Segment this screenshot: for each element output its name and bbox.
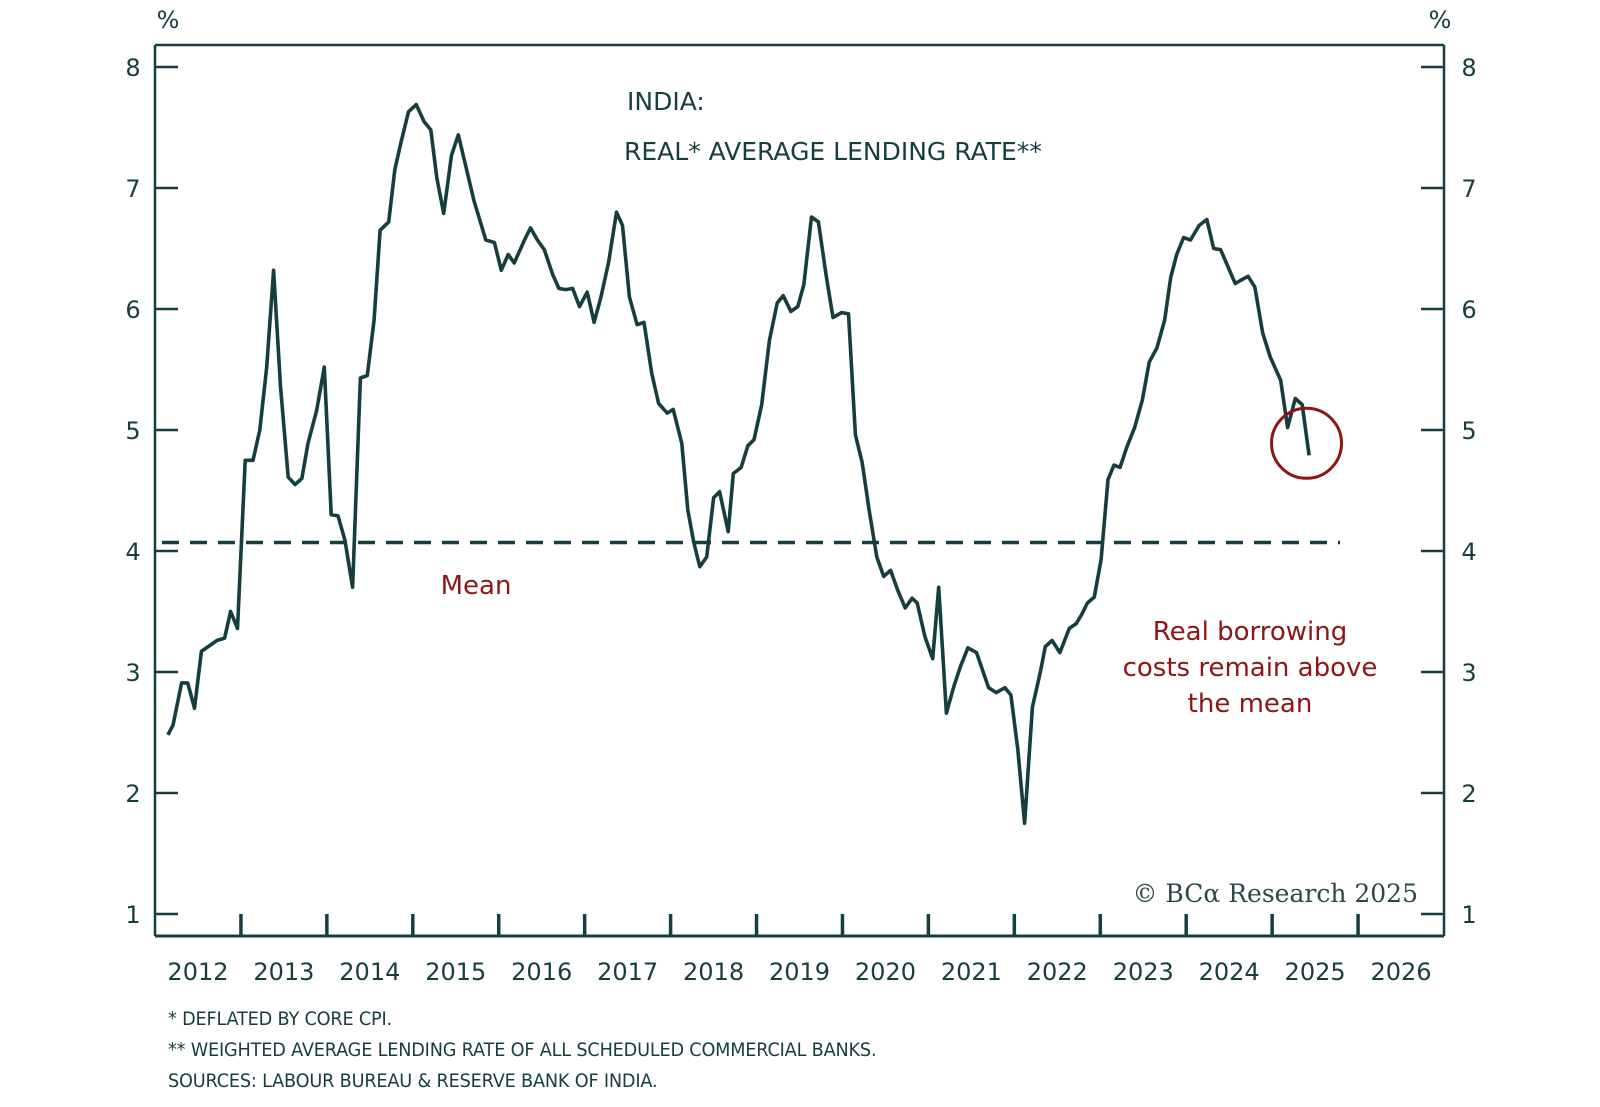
x-tick-label: 2012 [167, 958, 228, 986]
y-tick-label-left: 6 [125, 296, 140, 324]
y-tick-label-right: 5 [1461, 417, 1476, 445]
x-tick-label: 2014 [339, 958, 400, 986]
plot-frame [153, 43, 1446, 938]
chart-title: INDIA: [627, 87, 705, 116]
y-axis-unit-right: % [1429, 6, 1452, 34]
mean-label: Mean [441, 571, 512, 601]
x-tick-label: 2025 [1285, 958, 1346, 986]
y-tick-label-right: 2 [1461, 780, 1476, 808]
series-line [166, 102, 1311, 826]
copyright-notice: © BCα Research 2025 [1132, 879, 1418, 908]
y-tick-label-left: 4 [125, 538, 140, 566]
highlight-circle [1270, 406, 1344, 480]
annotation-line-3: the mean [1188, 689, 1313, 719]
x-tick-label: 2023 [1113, 958, 1174, 986]
line-chart: % % 1 12 23 34 45 56 67 78 8 2012 2013 2014 2015 201… [125, 6, 1476, 986]
y-axis-ticks: 1 1 2 2 3 3 4 4 5 5 6 6 7 7 8 8 [125, 54, 1476, 929]
y-tick-label-left: 5 [125, 417, 140, 445]
x-tick-label: 2021 [941, 958, 1002, 986]
x-tick-label: 2026 [1370, 958, 1431, 986]
chart-subtitle: REAL* AVERAGE LENDING RATE** [624, 137, 1042, 166]
series-group [166, 102, 1311, 826]
highlight-circle-mark [1270, 406, 1344, 480]
x-tick-label: 2024 [1199, 958, 1260, 986]
y-tick-label-right: 6 [1461, 296, 1476, 324]
x-tick-label: 2018 [683, 958, 744, 986]
y-tick-label-right: 7 [1461, 175, 1476, 203]
y-tick-label-left: 8 [125, 54, 140, 82]
y-tick-label-left: 2 [125, 780, 140, 808]
x-axis-ticks: 2012 2013 2014 2015 2016 2017 2018 2019 2020 2021… [167, 914, 1432, 986]
y-tick-label-left: 3 [125, 659, 140, 687]
footnote-sources: SOURCES: LABOUR BUREAU & RESERVE BANK OF… [168, 1070, 658, 1092]
x-tick-label: 2020 [855, 958, 916, 986]
y-tick-label-left: 1 [125, 901, 140, 929]
annotation-line-2: costs remain above [1123, 653, 1378, 683]
x-tick-label: 2016 [511, 958, 572, 986]
annotation-line-1: Real borrowing [1153, 617, 1347, 647]
footnote-weighted-average: ** WEIGHTED AVERAGE LENDING RATE OF ALL … [168, 1039, 877, 1061]
x-tick-label: 2013 [253, 958, 314, 986]
y-tick-label-left: 7 [125, 175, 140, 203]
y-tick-label-right: 1 [1461, 901, 1476, 929]
y-tick-label-right: 8 [1461, 54, 1476, 82]
y-tick-label-right: 3 [1461, 659, 1476, 687]
y-axis-unit-left: % [157, 6, 180, 34]
x-tick-label: 2022 [1027, 958, 1088, 986]
x-tick-label: 2015 [425, 958, 486, 986]
x-tick-label: 2017 [597, 958, 658, 986]
y-tick-label-right: 4 [1461, 538, 1476, 566]
footnote-deflated: * DEFLATED BY CORE CPI. [168, 1008, 392, 1030]
x-tick-label: 2019 [769, 958, 830, 986]
